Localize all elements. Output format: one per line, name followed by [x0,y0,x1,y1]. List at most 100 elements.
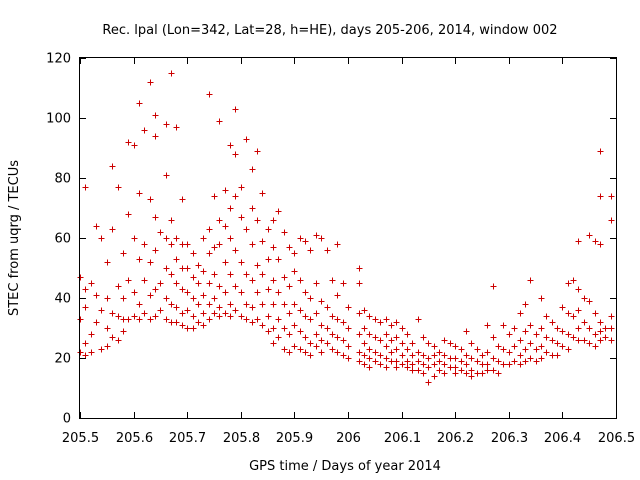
data-point [586,298,593,305]
data-point [206,280,213,287]
data-point [291,322,298,329]
data-point [372,349,379,356]
data-point [82,304,89,311]
data-point [404,331,411,338]
data-point [575,325,582,332]
data-point [361,340,368,347]
data-point [420,370,427,377]
data-point [131,235,138,242]
data-point [141,241,148,248]
data-point [511,343,518,350]
y-tick-label: 40 [54,292,71,307]
data-point [232,106,239,113]
data-point [372,316,379,323]
data-point [447,340,454,347]
data-point [415,316,422,323]
data-point [490,334,497,341]
data-point [297,277,304,284]
data-point [388,322,395,329]
data-point [125,139,132,146]
data-point [383,343,390,350]
data-point [200,310,207,317]
data-point [517,361,524,368]
data-point [575,238,582,245]
data-point [190,274,197,281]
data-point [345,304,352,311]
data-point [318,298,325,305]
data-point [404,364,411,371]
data-point [313,232,320,239]
data-point [173,124,180,131]
data-point [399,340,406,347]
data-point [281,301,288,308]
data-point [608,313,615,320]
data-point [324,304,331,311]
data-point [82,340,89,347]
data-point [340,319,347,326]
data-point [243,316,250,323]
data-point [232,247,239,254]
data-point [463,328,470,335]
data-point [463,361,470,368]
data-point [372,334,379,341]
data-point [431,373,438,380]
data-point [136,190,143,197]
data-point [361,352,368,359]
data-point [506,361,513,368]
data-point [441,370,448,377]
data-point [377,319,384,326]
data-point [120,295,127,302]
data-point [238,313,245,320]
data-point [249,205,256,212]
data-point [125,211,132,218]
data-point [575,286,582,293]
data-point [88,280,95,287]
data-point [270,301,277,308]
data-point [307,340,314,347]
data-point [372,358,379,365]
data-point [543,334,550,341]
data-point [270,325,277,332]
x-tick-label: 205.6 [116,431,153,446]
data-point [452,343,459,350]
data-point [179,286,186,293]
data-point [270,277,277,284]
data-point [597,148,604,155]
data-point [179,196,186,203]
data-point [366,313,373,320]
x-tick-label: 206.5 [598,431,635,446]
data-point [543,313,550,320]
data-point [329,277,336,284]
x-tick-label: 205.8 [223,431,260,446]
data-point [307,247,314,254]
data-point [275,334,282,341]
y-tick-label: 0 [63,412,71,427]
data-point [168,241,175,248]
data-point [270,340,277,347]
data-point [522,346,529,353]
data-point [479,352,486,359]
data-point [458,367,465,374]
data-point [152,247,159,254]
data-point [195,262,202,269]
data-point [173,304,180,311]
data-point [297,328,304,335]
data-point [195,280,202,287]
data-point [409,352,416,359]
data-point [211,193,218,200]
data-point [120,328,127,335]
data-point [340,280,347,287]
data-point [592,310,599,317]
data-point [559,328,566,335]
data-point [409,340,416,347]
x-axis-ticks: 205.5 205.6 205.7 205.8 205.9 206 206.1 206.2 20… [62,58,635,446]
data-point [329,313,336,320]
data-point [168,217,175,224]
data-point [366,331,373,338]
data-point [517,310,524,317]
y-tick-label: 80 [54,172,71,187]
data-point [265,226,272,233]
data-point [254,289,261,296]
data-point [581,337,588,344]
data-point [259,238,266,245]
